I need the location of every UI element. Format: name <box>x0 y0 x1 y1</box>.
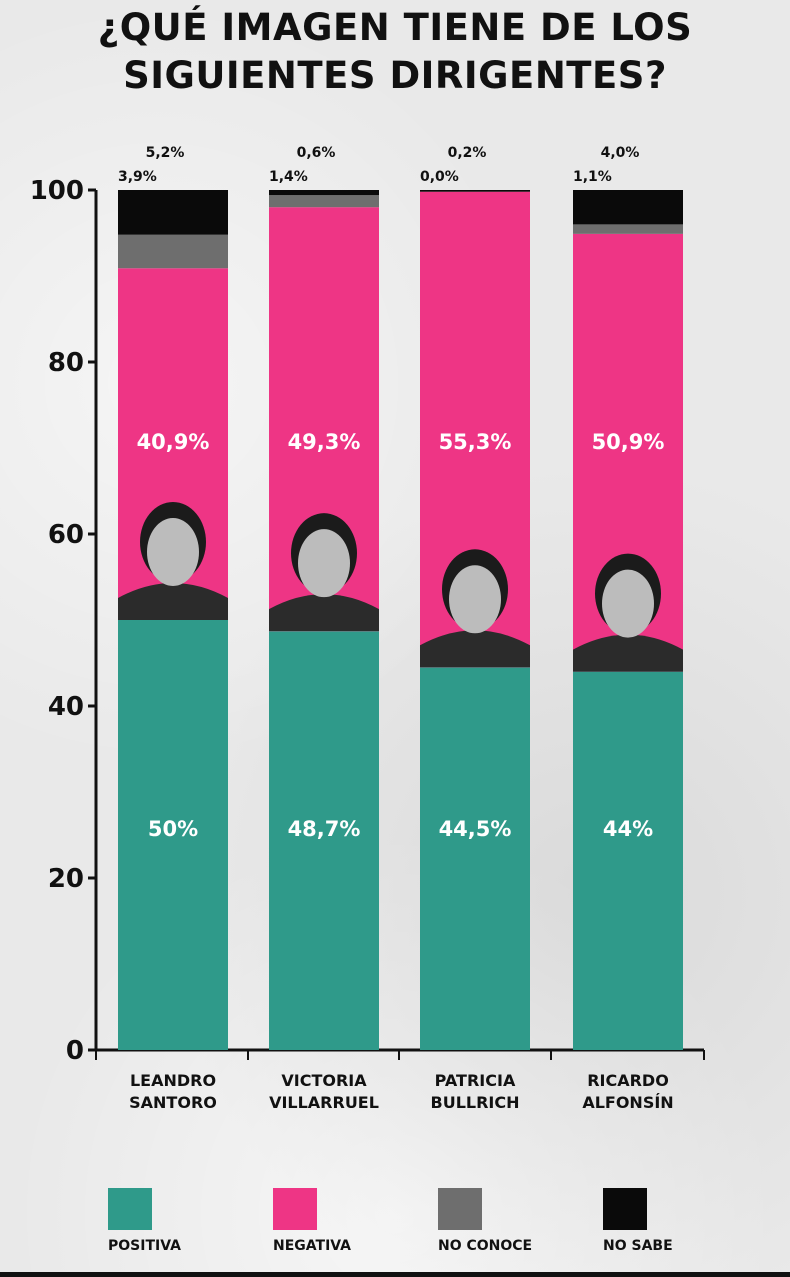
y-tick-label-40: 40 <box>48 692 84 722</box>
legend-label-no-sabe: NO SABE <box>603 1238 673 1254</box>
bar-ricardo-alfonsin-no-conoce <box>573 224 683 234</box>
legend-swatch-no-sabe <box>603 1188 647 1230</box>
legend-item-no-conoce: NO CONOCE <box>438 1188 532 1254</box>
bar-ricardo-alfonsin-no-sabe <box>573 190 683 225</box>
legend-swatch-negativa <box>273 1188 317 1230</box>
portrait-shoulders <box>269 594 379 632</box>
data-label-ricardo-alfonsin-positiva: 44% <box>603 817 653 841</box>
bar-leandro-santoro-no-conoce <box>118 234 228 269</box>
legend-label-positiva: POSITIVA <box>108 1238 181 1254</box>
category-label-victoria-villarruel-line-1: VICTORIA <box>281 1071 367 1090</box>
data-label-victoria-villarruel-no-conoce: 1,4% <box>269 169 308 185</box>
portrait-shoulders <box>118 583 228 620</box>
portrait-leandro-santoro <box>118 502 228 620</box>
bar-leandro-santoro-positiva <box>118 620 228 1050</box>
y-tick-label-20: 20 <box>48 864 84 894</box>
portrait-ricardo-alfonsin <box>573 553 683 672</box>
data-label-victoria-villarruel-positiva: 48,7% <box>288 817 361 841</box>
portrait-patricia-bullrich <box>420 549 530 668</box>
category-label-patricia-bullrich-line-2: BULLRICH <box>431 1093 520 1112</box>
data-label-ricardo-alfonsin-negativa: 50,9% <box>592 430 665 454</box>
data-label-leandro-santoro-positiva: 50% <box>148 817 198 841</box>
bar-ricardo-alfonsin-positiva <box>573 671 683 1050</box>
bar-patricia-bullrich-positiva <box>420 667 530 1050</box>
portrait-shoulders <box>420 630 530 668</box>
data-label-leandro-santoro-negativa: 40,9% <box>137 430 210 454</box>
bottom-border <box>0 1272 790 1277</box>
portrait-face <box>449 565 501 634</box>
data-label-patricia-bullrich-negativa: 55,3% <box>439 430 512 454</box>
legend-label-negativa: NEGATIVA <box>273 1238 351 1254</box>
portrait-face <box>602 569 654 638</box>
chart-title-line-1: ¿QUÉ IMAGEN TIENE DE LOS <box>97 6 693 49</box>
bar-leandro-santoro-no-sabe <box>118 190 228 235</box>
y-tick-label-80: 80 <box>48 348 84 378</box>
category-label-ricardo-alfonsin-line-1: RICARDO <box>587 1071 669 1090</box>
category-label-patricia-bullrich-line-1: PATRICIA <box>435 1071 516 1090</box>
portrait-face <box>147 518 199 586</box>
portrait-face <box>298 529 350 598</box>
legend-item-no-sabe: NO SABE <box>603 1188 673 1254</box>
data-label-victoria-villarruel-negativa: 49,3% <box>288 430 361 454</box>
portrait-shoulders <box>573 634 683 672</box>
legend-swatch-positiva <box>108 1188 152 1230</box>
chart-title: ¿QUÉ IMAGEN TIENE DE LOS SIGUIENTES DIRI… <box>0 4 790 100</box>
bar-victoria-villarruel-no-sabe <box>269 190 379 196</box>
bar-victoria-villarruel-positiva <box>269 631 379 1050</box>
portrait-victoria-villarruel <box>269 513 379 632</box>
data-label-ricardo-alfonsin-no-sabe: 4,0% <box>601 145 640 161</box>
data-label-leandro-santoro-no-sabe: 5,2% <box>146 145 185 161</box>
data-label-victoria-villarruel-no-sabe: 0,6% <box>297 145 336 161</box>
category-label-leandro-santoro-line-2: SANTORO <box>129 1093 217 1112</box>
legend-swatch-no-conoce <box>438 1188 482 1230</box>
data-label-patricia-bullrich-no-conoce: 0,0% <box>420 169 459 185</box>
data-label-patricia-bullrich-positiva: 44,5% <box>439 817 512 841</box>
data-label-leandro-santoro-no-conoce: 3,9% <box>118 169 157 185</box>
y-tick-label-0: 0 <box>66 1036 84 1066</box>
category-label-leandro-santoro-line-1: LEANDRO <box>130 1071 216 1090</box>
bar-patricia-bullrich-no-sabe <box>420 190 530 192</box>
chart-title-line-2: SIGUIENTES DIRIGENTES? <box>123 54 667 97</box>
y-tick-label-100: 100 <box>30 176 84 206</box>
legend-label-no-conoce: NO CONOCE <box>438 1238 533 1254</box>
legend: POSITIVA NEGATIVA NO CONOCE NO SABE <box>0 1188 790 1268</box>
y-tick-label-60: 60 <box>48 520 84 550</box>
category-label-ricardo-alfonsin-line-2: ALFONSÍN <box>582 1093 673 1112</box>
legend-item-negativa: NEGATIVA <box>273 1188 351 1254</box>
bar-victoria-villarruel-no-conoce <box>269 195 379 208</box>
stacked-bar-chart: 0 20 40 60 80 100 50% 40,9% 5,2% 3,9% LEANDRO SANTO… <box>30 145 705 1112</box>
legend-item-positiva: POSITIVA <box>108 1188 181 1254</box>
category-label-victoria-villarruel-line-2: VILLARRUEL <box>269 1093 379 1112</box>
data-label-patricia-bullrich-no-sabe: 0,2% <box>448 145 487 161</box>
data-label-ricardo-alfonsin-no-conoce: 1,1% <box>573 169 612 185</box>
